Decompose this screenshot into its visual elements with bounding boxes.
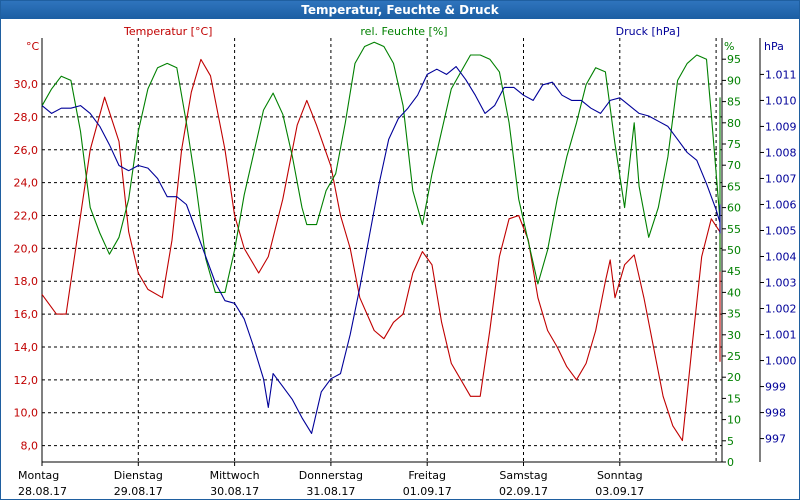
pressure-tick-label: 1.007 (765, 172, 797, 185)
humidity-tick-label: 55 (727, 223, 741, 236)
humidity-tick-label: 65 (727, 180, 741, 193)
x-tick-day-label: Samstag (499, 469, 547, 482)
humidity-tick-label: 50 (727, 244, 741, 257)
humidity-tick-label: 20 (727, 371, 741, 384)
temperature-tick-label: 8,0 (21, 440, 39, 453)
temperature-tick-label: 14,0 (14, 341, 39, 354)
humidity-tick-label: 80 (727, 117, 741, 130)
humidity-tick-label: 70 (727, 159, 741, 172)
temperature-tick-label: 26,0 (14, 144, 39, 157)
temperature-tick-label: 22,0 (14, 209, 39, 222)
pressure-tick-label: 1.008 (765, 146, 797, 159)
temperature-series-line (41, 58, 721, 442)
humidity-unit: % (724, 40, 734, 53)
humidity-tick-label: 0 (727, 456, 734, 469)
pressure-series-line (41, 66, 721, 434)
temperature-tick-label: 24,0 (14, 177, 39, 190)
humidity-tick-label: 95 (727, 53, 741, 66)
x-tick-date-label: 29.08.17 (114, 485, 163, 498)
pressure-tick-label: 999 (765, 381, 786, 394)
temperature-tick-label: 20,0 (14, 242, 39, 255)
humidity-axis-title: rel. Feuchte [%] (360, 25, 447, 38)
pressure-tick-label: 1.010 (765, 94, 797, 107)
pressure-tick-label: 1.003 (765, 277, 797, 290)
humidity-series-line (41, 41, 721, 293)
pressure-tick-label: 1.002 (765, 303, 797, 316)
pressure-tick-label: 1.001 (765, 329, 797, 342)
humidity-tick-label: 15 (727, 392, 741, 405)
pressure-axis-title: Druck [hPa] (616, 25, 680, 38)
x-tick-day-label: Mittwoch (210, 469, 260, 482)
humidity-tick-label: 75 (727, 138, 741, 151)
temperature-tick-label: 16,0 (14, 308, 39, 321)
temperature-axis-title: Temperatur [°C] (123, 25, 212, 38)
humidity-tick-label: 5 (727, 435, 734, 448)
chart-title: Temperatur, Feuchte & Druck (1, 1, 799, 19)
temperature-tick-label: 10,0 (14, 407, 39, 420)
pressure-tick-label: 1.009 (765, 120, 797, 133)
humidity-tick-label: 85 (727, 96, 741, 109)
x-tick-date-label: 03.09.17 (595, 485, 644, 498)
temperature-tick-label: 12,0 (14, 374, 39, 387)
x-tick-day-label: Freitag (408, 469, 446, 482)
x-tick-date-label: 30.08.17 (210, 485, 259, 498)
x-tick-date-label: 01.09.17 (403, 485, 452, 498)
humidity-tick-label: 60 (727, 202, 741, 215)
pressure-tick-label: 1.006 (765, 198, 797, 211)
x-tick-date-label: 31.08.17 (306, 485, 355, 498)
x-tick-day-label: Donnerstag (299, 469, 363, 482)
x-tick-date-label: 28.08.17 (18, 485, 67, 498)
humidity-tick-label: 25 (727, 350, 741, 363)
x-tick-day-label: Dienstag (114, 469, 163, 482)
x-tick-day-label: Sonntag (597, 469, 643, 482)
humidity-tick-label: 30 (727, 329, 741, 342)
pressure-tick-label: 1.005 (765, 224, 797, 237)
temperature-tick-label: 18,0 (14, 275, 39, 288)
pressure-tick-label: 998 (765, 407, 786, 420)
x-tick-day-label: Montag (18, 469, 59, 482)
humidity-tick-label: 90 (727, 74, 741, 87)
temperature-unit: °C (26, 40, 40, 53)
humidity-tick-label: 40 (727, 286, 741, 299)
pressure-tick-label: 1.004 (765, 251, 797, 264)
humidity-tick-label: 35 (727, 308, 741, 321)
x-tick-date-label: 02.09.17 (499, 485, 548, 498)
pressure-tick-label: 1.000 (765, 355, 797, 368)
humidity-tick-label: 10 (727, 414, 741, 427)
temperature-tick-label: 28,0 (14, 111, 39, 124)
pressure-tick-label: 997 (765, 433, 786, 446)
pressure-tick-label: 1.011 (765, 68, 797, 81)
humidity-tick-label: 45 (727, 265, 741, 278)
pressure-unit: hPa (764, 40, 784, 53)
temperature-tick-label: 30,0 (14, 78, 39, 91)
